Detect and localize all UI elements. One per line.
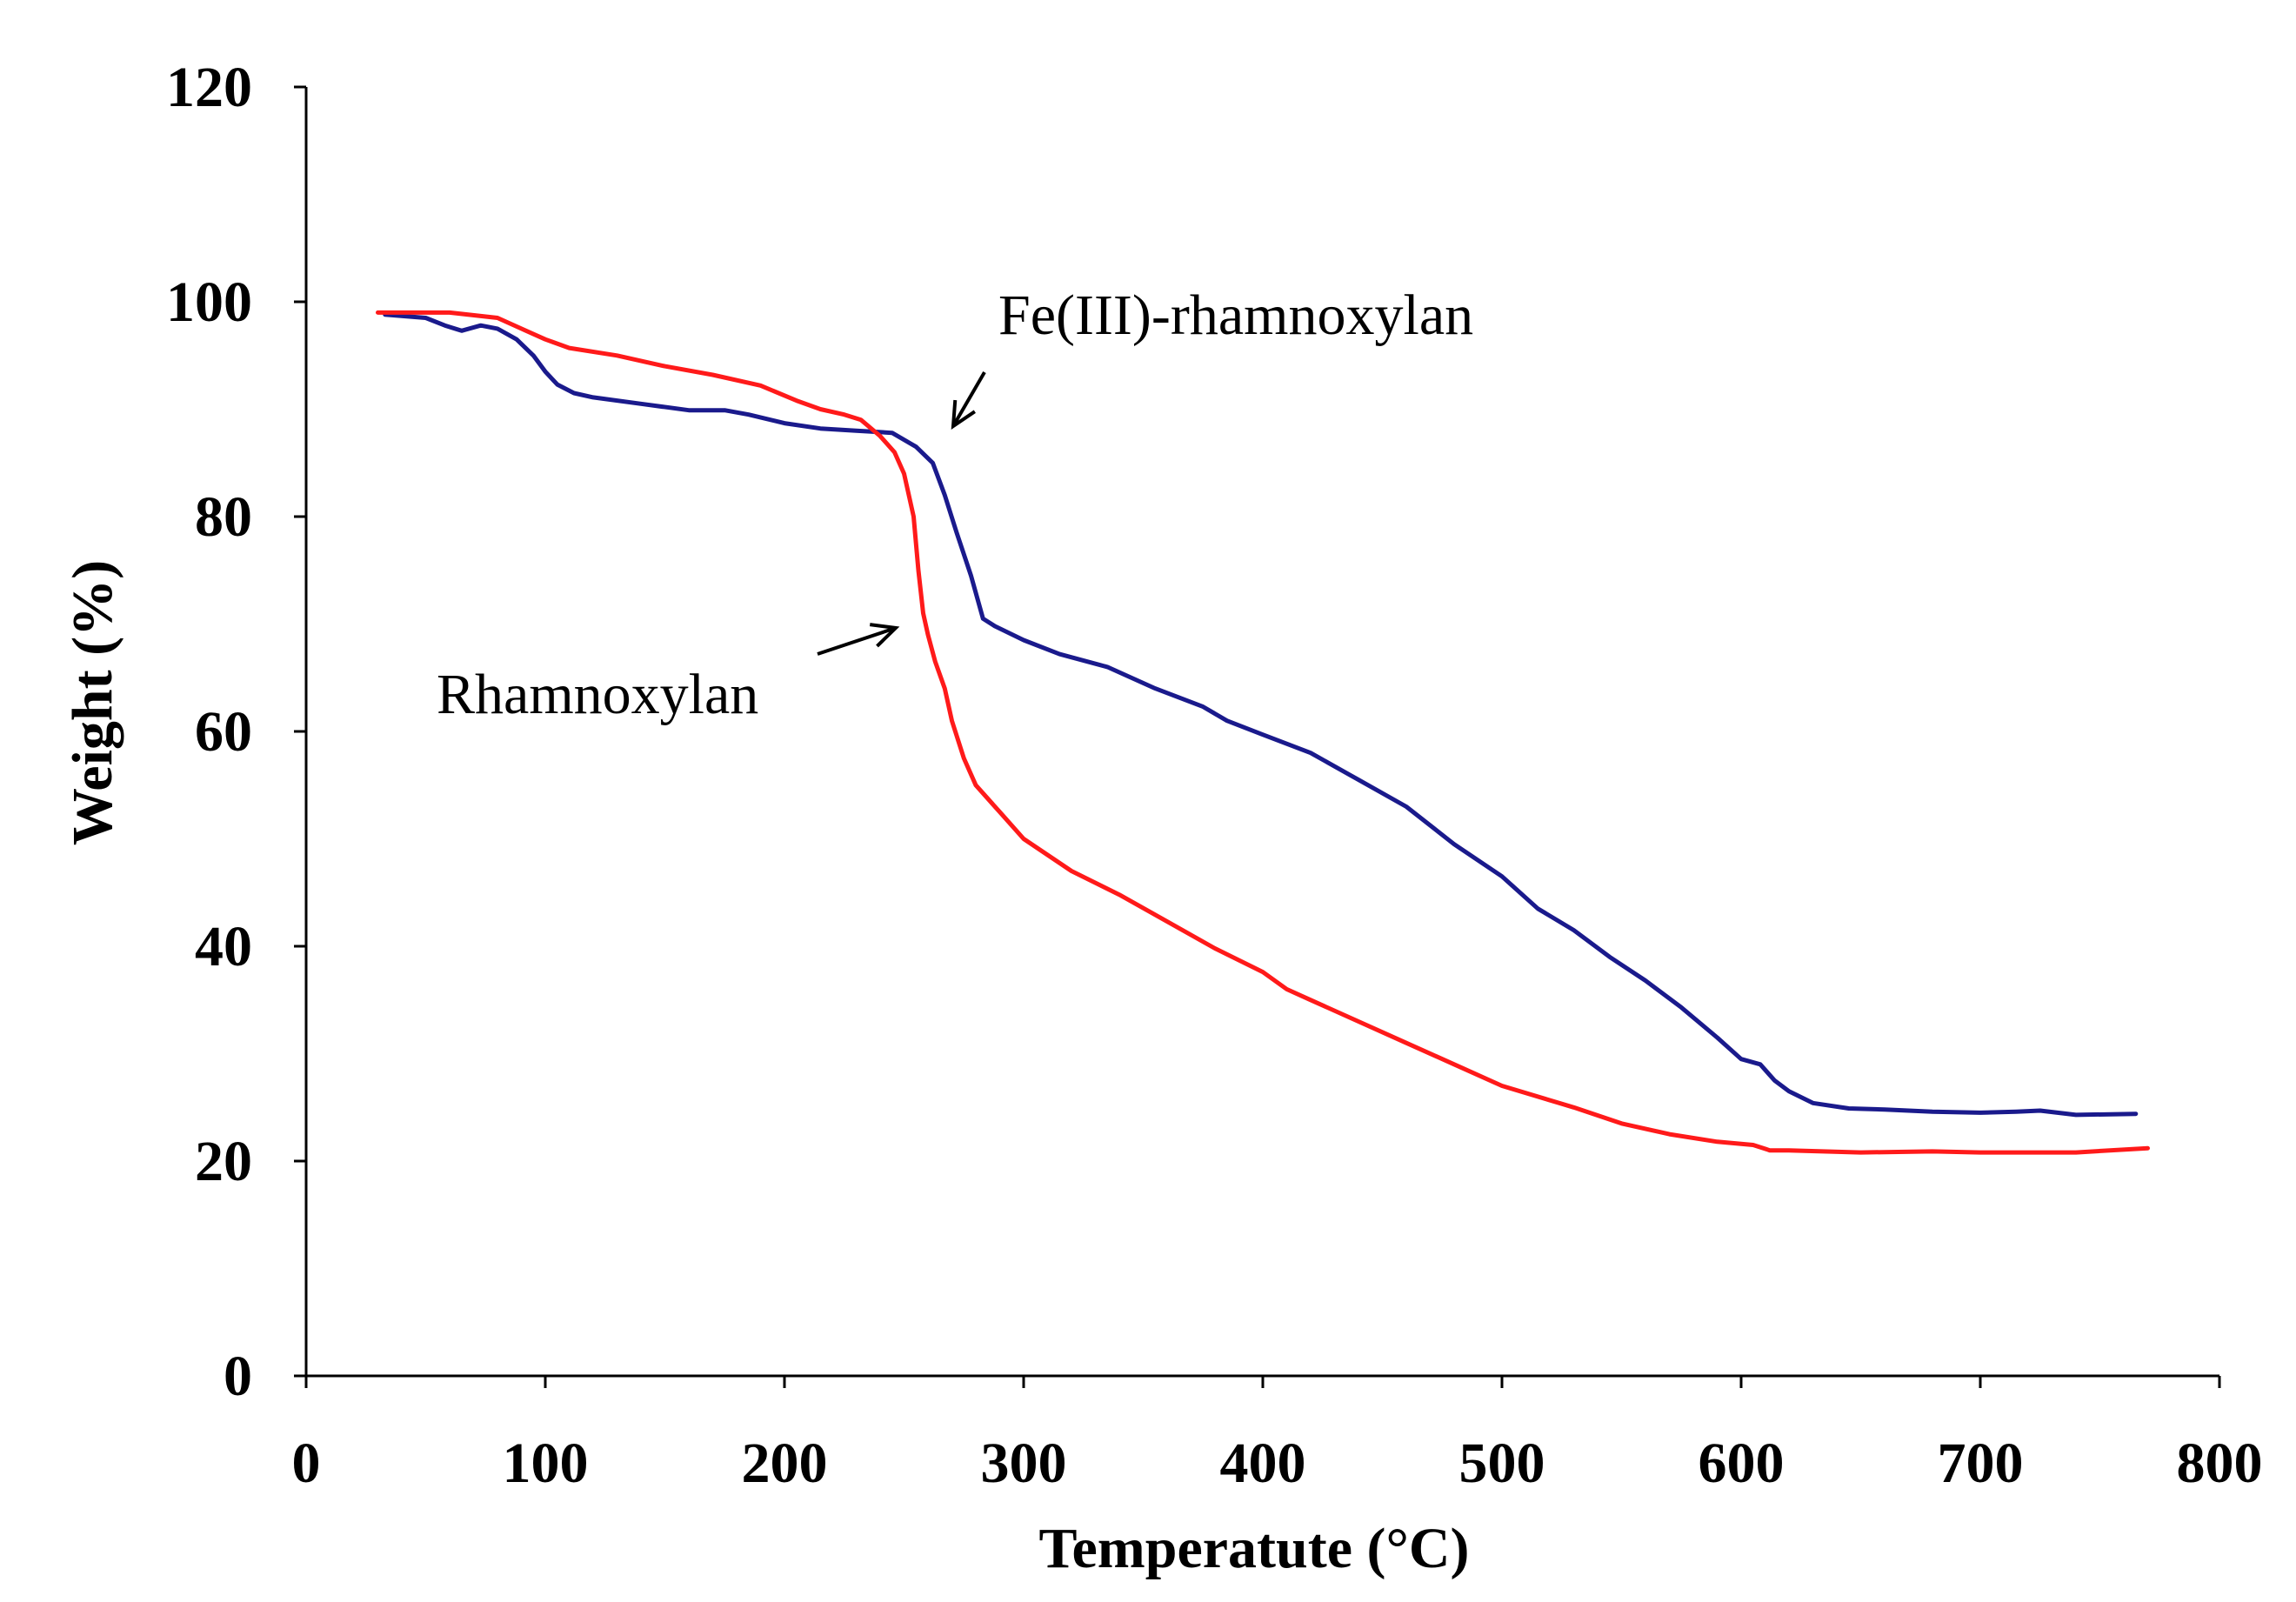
x-axis-title: Temperatute (°C) [1039,1517,1470,1580]
annotation-rhamnoxylan: Rhamnoxylan [437,663,758,726]
y-axis-title: Weight (%) [61,560,124,845]
x-tick-label: 400 [1220,1432,1306,1495]
series-line-rhamnoxylan [376,310,2150,1155]
y-tick-label: 100 [166,270,252,334]
x-tick-label: 600 [1699,1432,1785,1495]
y-tick-label: 80 [195,485,252,549]
annotation-arrow-fe-iii-rhamnoxylan [951,370,986,430]
y-tick-label: 20 [195,1130,252,1193]
x-tick-label: 0 [292,1432,321,1495]
y-tick-label: 60 [195,700,252,764]
x-tick-label: 500 [1459,1432,1545,1495]
annotation-arrow-rhamnoxylan [817,623,900,656]
x-tick-label: 800 [2177,1432,2263,1495]
x-tick-label: 300 [981,1432,1067,1495]
x-tick-label: 700 [1938,1432,2024,1495]
y-tick-label: 40 [195,915,252,978]
annotation-layer: Fe(III)-rhamnoxylan Rhamnoxylan [437,284,1473,726]
y-tick-label: 120 [166,56,252,119]
y-tick-label: 0 [224,1345,252,1408]
annotation-fe-iii-rhamnoxylan: Fe(III)-rhamnoxylan [998,284,1473,347]
series-line-fe-iii-rhamnoxylan [383,312,2139,1118]
x-tick-label: 100 [503,1432,589,1495]
x-tick-label: 200 [742,1432,828,1495]
series-layer [376,310,2150,1155]
axes: 0 20 40 60 80 100 120 0 100 200 300 400 500 600 700 800 [166,56,2263,1495]
